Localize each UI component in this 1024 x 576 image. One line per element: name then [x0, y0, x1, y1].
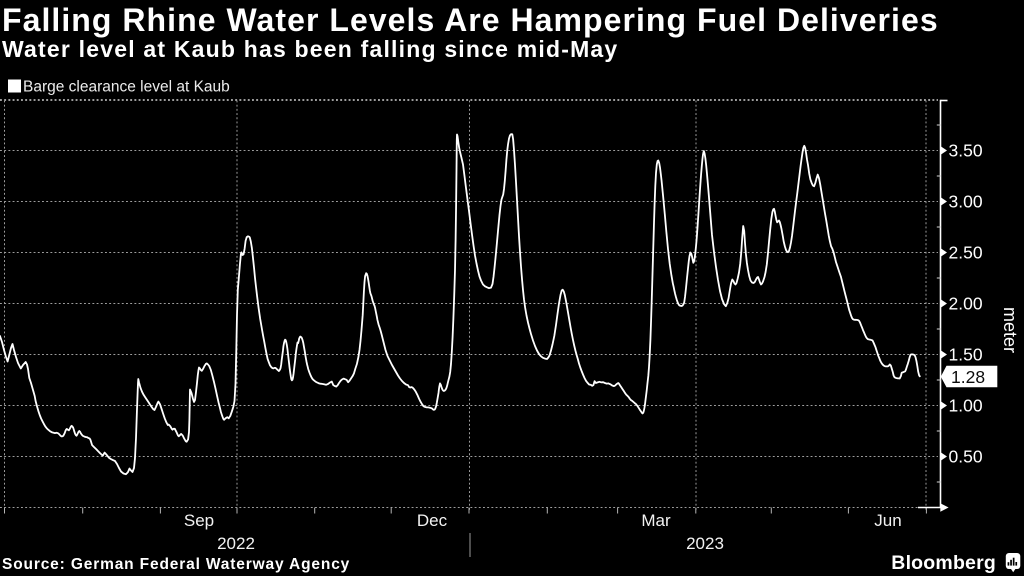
svg-text:Jun: Jun [874, 511, 901, 530]
svg-text:Source: German Federal Waterwa: Source: German Federal Waterway Agency [2, 556, 350, 573]
svg-text:1.28: 1.28 [951, 367, 985, 387]
svg-text:Barge clearance level at Kaub: Barge clearance level at Kaub [23, 79, 230, 96]
svg-text:2.00: 2.00 [949, 294, 983, 314]
svg-text:Water level at Kaub has been f: Water level at Kaub has been falling sin… [2, 36, 618, 62]
svg-text:0.50: 0.50 [949, 447, 983, 467]
svg-text:2022: 2022 [217, 534, 255, 553]
svg-text:3.00: 3.00 [949, 192, 983, 212]
svg-text:Dec: Dec [417, 511, 448, 530]
svg-text:2023: 2023 [686, 534, 724, 553]
svg-text:Falling Rhine Water Levels Are: Falling Rhine Water Levels Are Hampering… [2, 2, 939, 38]
svg-text:Sep: Sep [184, 511, 214, 530]
svg-text:1.50: 1.50 [949, 345, 983, 365]
svg-text:1.00: 1.00 [949, 396, 983, 416]
svg-text:Bloomberg: Bloomberg [891, 552, 996, 574]
svg-text:meter: meter [1000, 307, 1020, 353]
svg-text:3.50: 3.50 [949, 141, 983, 161]
svg-text:2.50: 2.50 [949, 243, 983, 263]
svg-text:Mar: Mar [641, 511, 671, 530]
